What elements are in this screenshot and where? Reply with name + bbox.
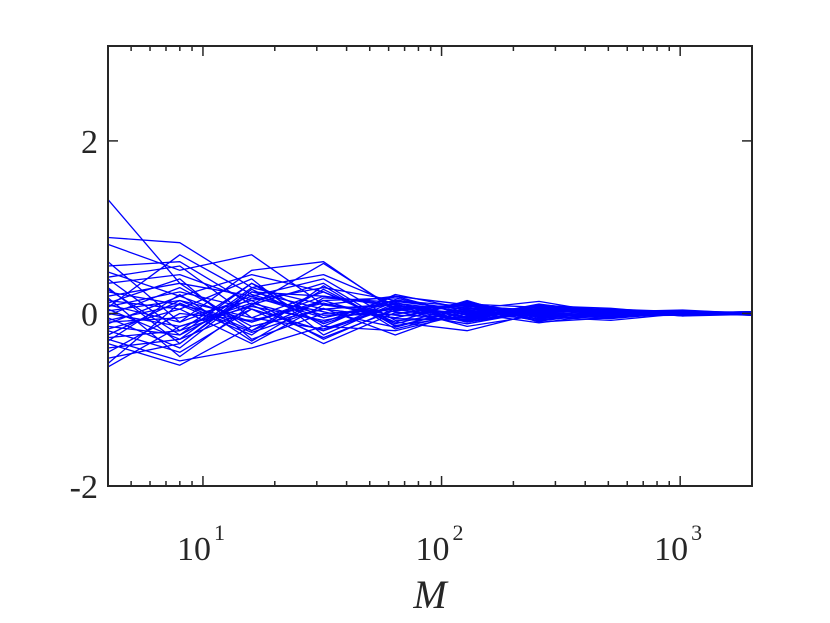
series-line-40	[107, 254, 752, 321]
series-line-38	[107, 288, 753, 336]
y-tick-label: 0	[81, 296, 98, 333]
x-tick-label-base: 10	[416, 531, 450, 568]
x-tick-label-base: 10	[177, 531, 211, 568]
y-tick-label: 2	[81, 124, 98, 161]
x-axis-title: M	[412, 572, 449, 617]
x-tick-label-exponent: 1	[214, 520, 225, 545]
x-tick-label-base: 10	[654, 531, 688, 568]
plot-frame	[107, 45, 753, 487]
x-tick-label-exponent: 2	[453, 520, 464, 545]
y-tick-label: -2	[70, 469, 98, 506]
series-line-3	[107, 243, 753, 314]
series-layer	[107, 199, 753, 368]
x-tick-label-exponent: 3	[691, 520, 702, 545]
